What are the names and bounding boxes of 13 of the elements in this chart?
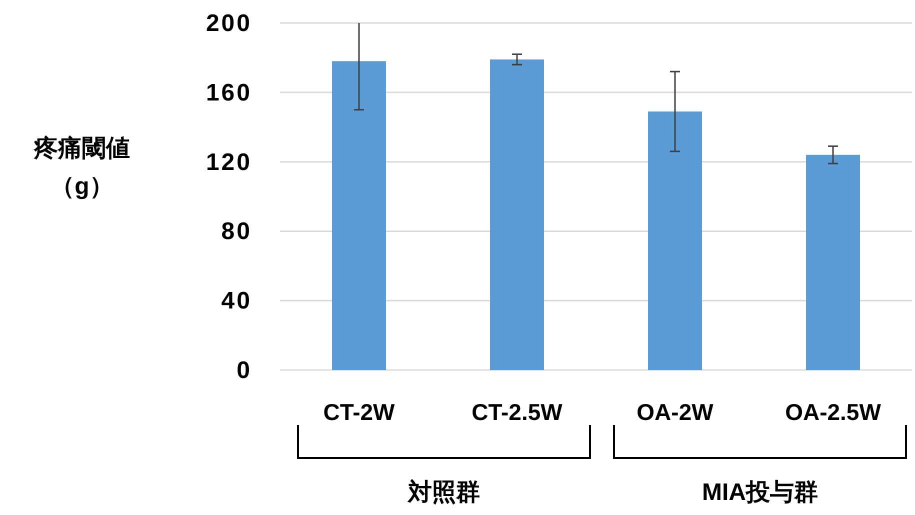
y-tick-label: 80: [221, 218, 252, 246]
text: 対照群: [407, 479, 480, 506]
x-tick-label: CT-2W: [323, 399, 396, 425]
y-tick-label: 200: [206, 10, 252, 37]
y-tick-label: 160: [206, 79, 252, 106]
y-axis-title: 疼痛閾値（g）: [33, 135, 130, 200]
y-tick-label: 120: [206, 148, 252, 176]
text: MIA投与群: [702, 479, 818, 506]
x-tick-label: CT-2.5W: [472, 399, 563, 425]
x-tick-label: OA-2.5W: [785, 399, 882, 425]
x-tick-label: OA-2W: [636, 399, 714, 425]
y-tick-label: 0: [236, 357, 252, 384]
y-tick-label: 40: [221, 288, 252, 315]
